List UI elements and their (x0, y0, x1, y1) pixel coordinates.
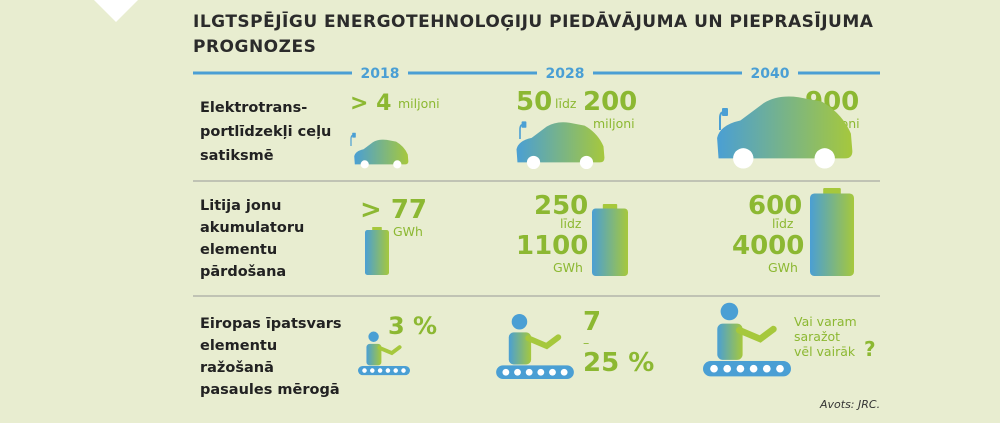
row-label: Elektrotrans- (200, 100, 307, 116)
question: Vai varam (794, 314, 857, 329)
row-label: akumulatoru (200, 220, 304, 236)
value: 250 (534, 191, 588, 221)
row-label: pasaules mērogā (200, 382, 340, 398)
battery-icon (810, 188, 854, 276)
value: 50 (516, 87, 552, 117)
row-label: ražošanā (200, 360, 274, 376)
row-label: elementu (200, 338, 277, 354)
unit: miljoni (398, 96, 440, 111)
row-label: elementu (200, 242, 277, 258)
connector: līdz (555, 96, 577, 111)
connector: līdz (772, 216, 794, 231)
value: 3 % (388, 312, 437, 340)
value: 7 (583, 307, 601, 337)
value: 25 % (583, 348, 654, 378)
question-mark: ? (864, 337, 876, 361)
row-label: Eiropas īpatsvars (200, 316, 342, 332)
title: PROGNOZES (193, 37, 316, 57)
value: 200 (583, 87, 637, 117)
battery-icon (365, 227, 389, 275)
value: > 77 (360, 195, 427, 225)
row-label: portlīdzekļi ceļu (200, 124, 331, 140)
notch (94, 0, 138, 22)
year: 2018 (361, 66, 400, 82)
row-label: Litija jonu (200, 198, 282, 214)
row-label: pārdošana (200, 264, 286, 280)
question: saražot (794, 329, 840, 344)
unit: GWh (768, 260, 798, 275)
connector: līdz (560, 216, 582, 231)
row-label: satiksmē (200, 148, 274, 164)
question: vēl vairāk (794, 344, 856, 359)
unit: GWh (393, 224, 423, 239)
unit: GWh (553, 260, 583, 275)
value: 4000 (732, 231, 804, 261)
unit: miljoni (593, 116, 635, 131)
battery-icon (592, 204, 628, 276)
connector: – (583, 335, 589, 350)
title: ILGTSPĒJĪGU ENERGOTEHNOLOĢIJU PIEDĀVĀJUM… (193, 10, 874, 32)
source: Avots: JRC. (819, 398, 880, 411)
value: 1100 (516, 231, 588, 261)
year: 2040 (751, 66, 790, 82)
value: 600 (748, 191, 802, 221)
value: > 4 (350, 91, 391, 116)
year: 2028 (546, 66, 585, 82)
